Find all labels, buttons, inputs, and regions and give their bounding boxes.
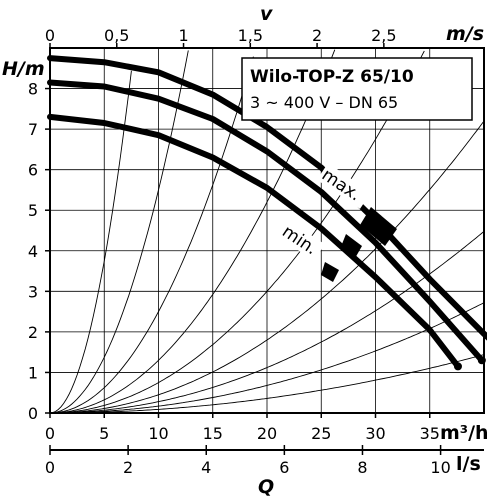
x-axis-ticks: 0 5 10 15 20 25 30 35: [45, 413, 440, 443]
mid-speed-marker: [340, 234, 362, 260]
x-tick-label: 25: [311, 424, 331, 443]
top-tick-label: 0: [45, 26, 55, 45]
system-curves: [49, 49, 485, 414]
ls-tick-label: 0: [45, 458, 55, 477]
curve-end-point: [453, 362, 462, 371]
title-box-frame: [241, 57, 473, 121]
top-tick-label: 1: [178, 26, 188, 45]
y-tick-label: 6: [28, 161, 38, 180]
ls-axis-unit: l/s: [456, 453, 481, 475]
ls-tick-label: 8: [357, 458, 367, 477]
max-label-bg: [316, 163, 372, 209]
system-curve: [50, 120, 485, 414]
system-curve: [49, 70, 132, 414]
chart-subtitle: 3 ~ 400 V – DN 65: [250, 93, 398, 112]
x-tick-label: 15: [203, 424, 223, 443]
pump-curve-2: [47, 79, 485, 364]
pump-curve-1: [47, 55, 487, 341]
pump-curve-3: [47, 113, 461, 370]
y-tick-label: 7: [28, 120, 38, 139]
top-tick-label: 0,5: [104, 26, 129, 45]
system-curve: [49, 50, 189, 414]
x-tick-label: 0: [45, 424, 55, 443]
top-tick-label: 2,5: [371, 26, 396, 45]
min-speed-marker: [321, 262, 339, 282]
chart-title: Wilo-TOP-Z 65/10: [250, 67, 414, 87]
y-axis-ticks: 0 1 2 3 4 5 6 7 8: [28, 80, 50, 423]
x-tick-label: 35: [420, 424, 440, 443]
y-tick-label: 1: [28, 363, 38, 382]
top-tick-label: 2: [312, 26, 322, 45]
pump-curves: [47, 55, 487, 371]
x-axis-label: Q: [258, 476, 274, 498]
y-tick-label: 4: [28, 242, 38, 261]
y-tick-label: 2: [28, 323, 38, 342]
max-speed-marker: [360, 207, 397, 246]
ls-tick-label: 6: [279, 458, 289, 477]
y-axis-label: H/m: [2, 58, 45, 80]
y-tick-label: 8: [28, 80, 38, 99]
system-curve: [50, 49, 336, 414]
top-axis-ticks: 0 0,5 1 1,5 2 2,5: [45, 26, 397, 48]
x-tick-label: 30: [365, 424, 385, 443]
ls-tick-label: 4: [201, 458, 211, 477]
system-curve: [50, 354, 485, 414]
y-tick-label: 3: [28, 282, 38, 301]
top-axis-unit: m/s: [446, 23, 484, 45]
x-tick-label: 5: [99, 424, 109, 443]
system-curve: [50, 50, 425, 414]
y-tick-label: 5: [28, 201, 38, 220]
top-tick-label: 1,5: [238, 26, 263, 45]
ls-tick-label: 10: [430, 458, 450, 477]
top-axis-label: v: [260, 3, 273, 25]
x-tick-label: 20: [257, 424, 277, 443]
system-curve: [50, 302, 485, 414]
min-label-bg: [278, 220, 325, 261]
ls-tick-label: 2: [123, 458, 133, 477]
title-box: Wilo-TOP-Z 65/10 3 ~ 400 V – DN 65: [241, 57, 473, 121]
system-curve: [49, 56, 254, 414]
y-tick-label: 0: [28, 404, 38, 423]
ls-axis: 0 2 4 6 8 10: [45, 445, 484, 477]
system-curve: [50, 230, 485, 414]
x-tick-label: 10: [148, 424, 168, 443]
x-axis-unit: m³/h: [440, 422, 487, 444]
curve-end-point: [477, 356, 486, 365]
